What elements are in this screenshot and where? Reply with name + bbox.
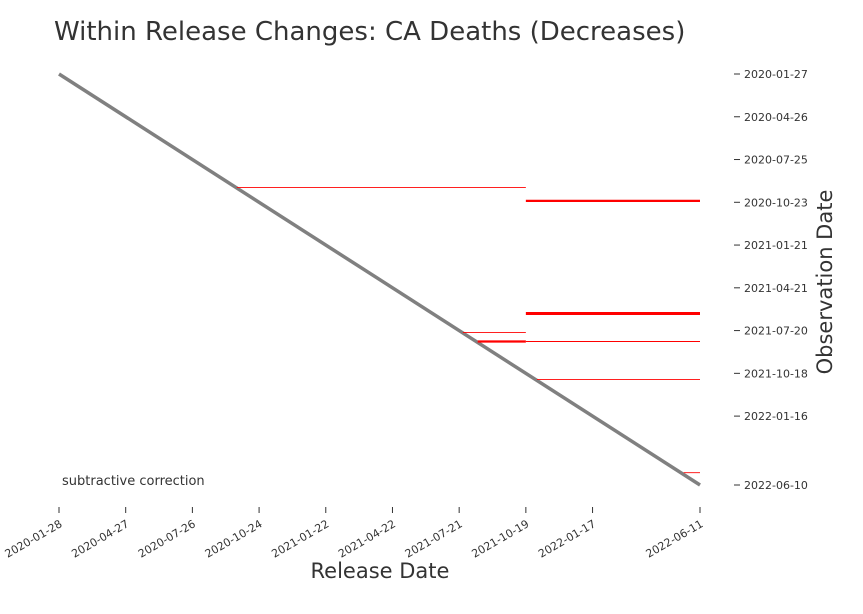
x-tick-label: 2021-04-22 bbox=[336, 517, 398, 560]
y-tick-label: 2021-01-21 bbox=[744, 239, 808, 252]
x-tick-label: 2022-06-11 bbox=[644, 517, 706, 560]
y-tick-label: 2022-01-16 bbox=[744, 410, 808, 423]
x-tick-label: 2020-04-27 bbox=[69, 517, 131, 560]
x-tick-label: 2020-07-26 bbox=[136, 517, 198, 560]
y-axis-label: Observation Date bbox=[813, 190, 837, 375]
y-tick-label: 2022-06-10 bbox=[744, 479, 808, 492]
y-tick-label: 2020-01-27 bbox=[744, 68, 808, 81]
diagonal-line bbox=[58, 72, 701, 487]
y-tick-label: 2021-04-21 bbox=[744, 282, 808, 295]
x-tick-label: 2021-07-21 bbox=[403, 517, 465, 560]
chart-title: Within Release Changes: CA Deaths (Decre… bbox=[54, 17, 685, 47]
x-tick-label: 2020-10-24 bbox=[203, 517, 265, 560]
y-tick-label: 2020-10-23 bbox=[744, 196, 808, 209]
y-tick-label: 2020-07-25 bbox=[744, 154, 808, 167]
y-tick-label: 2020-04-26 bbox=[744, 111, 808, 124]
x-tick-label: 2020-01-28 bbox=[3, 517, 65, 560]
x-tick-label: 2021-10-19 bbox=[469, 517, 531, 560]
annotation: subtractive correction bbox=[62, 474, 205, 489]
x-tick-label: 2021-01-22 bbox=[269, 517, 331, 560]
y-tick-label: 2021-07-20 bbox=[744, 325, 808, 338]
x-tick-label: 2022-01-17 bbox=[536, 517, 598, 560]
y-tick-label: 2021-10-18 bbox=[744, 367, 808, 380]
x-axis-label: Release Date bbox=[311, 559, 450, 583]
